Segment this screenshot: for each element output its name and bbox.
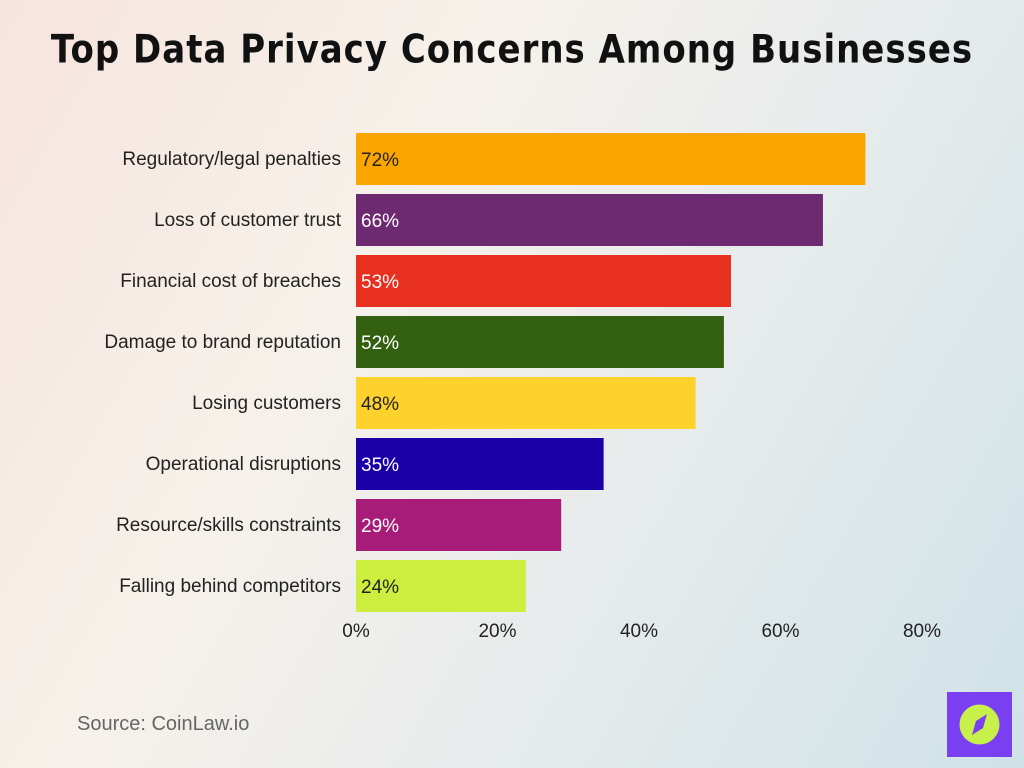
- data-label: 72%: [361, 150, 399, 171]
- bar: [356, 438, 604, 490]
- source-text: Source: CoinLaw.io: [77, 713, 250, 735]
- bar: [356, 255, 731, 307]
- x-tick-label: 0%: [342, 621, 370, 642]
- data-label: 48%: [361, 394, 399, 415]
- logo: [947, 692, 1012, 757]
- data-label: 35%: [361, 455, 399, 476]
- category-label: Damage to brand reputation: [104, 332, 341, 353]
- bar: [356, 316, 724, 368]
- bar: [356, 499, 562, 551]
- category-label: Financial cost of breaches: [120, 271, 341, 292]
- bar: [356, 194, 823, 246]
- category-label: Loss of customer trust: [154, 210, 342, 231]
- bar: [356, 377, 696, 429]
- x-tick-label: 80%: [903, 621, 941, 642]
- bar: [356, 560, 526, 612]
- category-label: Falling behind competitors: [119, 576, 341, 597]
- category-label: Resource/skills constraints: [116, 515, 341, 536]
- data-label: 29%: [361, 516, 399, 537]
- category-label: Operational disruptions: [146, 454, 341, 475]
- bar: [356, 133, 866, 185]
- x-tick-label: 40%: [620, 621, 658, 642]
- x-tick-label: 20%: [478, 621, 516, 642]
- data-label: 52%: [361, 333, 399, 354]
- category-label: Regulatory/legal penalties: [122, 149, 341, 170]
- x-tick-label: 60%: [761, 621, 799, 642]
- chart-title: Top Data Privacy Concerns Among Business…: [50, 27, 974, 73]
- compass-icon: [959, 704, 1000, 745]
- data-label: 24%: [361, 577, 399, 598]
- data-label: 66%: [361, 211, 399, 232]
- data-label: 53%: [361, 272, 399, 293]
- category-label: Losing customers: [192, 393, 341, 414]
